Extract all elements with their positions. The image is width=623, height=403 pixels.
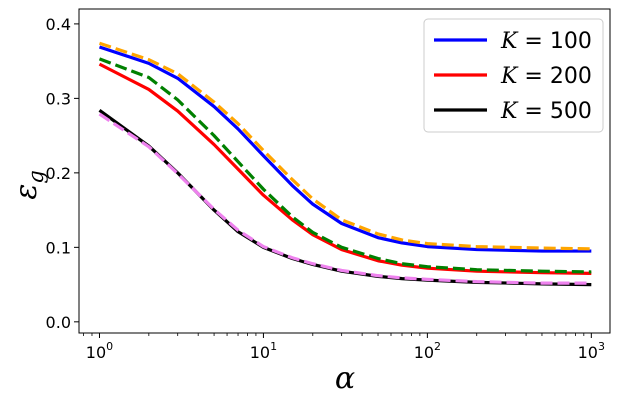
series-line-3 [98, 57, 592, 274]
series-line-5 [98, 112, 592, 285]
legend-value: = 100 [517, 29, 591, 54]
x-tick-label: 102 [414, 340, 441, 362]
series-line-4 [98, 109, 592, 287]
x-tick-base: 10 [578, 343, 598, 362]
plot-frame [78, 8, 611, 334]
x-axis-label: α [335, 361, 355, 396]
x-tick-exponent: 2 [434, 340, 441, 353]
x-tick-exponent: 3 [598, 340, 605, 353]
series-line-1 [98, 41, 592, 251]
x-tick-exponent: 0 [106, 340, 113, 353]
legend-var: K [500, 29, 519, 54]
y-axis-label: εg [9, 170, 48, 200]
plot-series [98, 41, 592, 287]
legend-label: K = 100 [500, 29, 592, 54]
legend-label: K = 200 [500, 64, 592, 89]
x-tick-base: 10 [414, 343, 434, 362]
y-axis-label-main: ε [9, 184, 44, 200]
legend-var: K [500, 99, 519, 124]
y-tick-label: 0.4 [46, 15, 71, 34]
x-tick-base: 10 [86, 343, 106, 362]
x-tick-base: 10 [250, 343, 270, 362]
x-tick-label: 103 [578, 340, 605, 362]
y-tick-label: 0.1 [46, 238, 71, 257]
x-tick-label: 100 [86, 340, 113, 362]
y-tick-label: 0.3 [46, 89, 71, 108]
y-tick-label: 0.0 [46, 313, 71, 332]
x-tick-exponent: 1 [270, 340, 277, 353]
y-tick-label: 0.2 [46, 164, 71, 183]
y-axis-label-subscript: g [24, 170, 48, 183]
legend-value: = 500 [517, 99, 591, 124]
x-tick-label: 101 [250, 340, 277, 362]
legend-value: = 200 [517, 64, 591, 89]
legend-var: K [500, 64, 519, 89]
series-line-0 [98, 45, 592, 253]
legend-label: K = 500 [500, 99, 592, 124]
legend-box [423, 18, 604, 133]
